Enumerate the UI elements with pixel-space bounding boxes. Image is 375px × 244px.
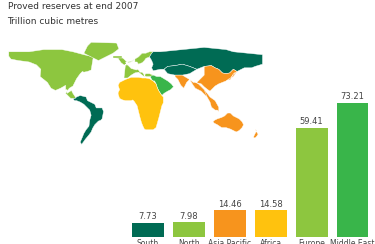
Polygon shape <box>84 42 119 61</box>
Polygon shape <box>118 77 164 130</box>
Text: 73.21: 73.21 <box>340 92 364 101</box>
Bar <box>214 210 246 237</box>
Text: 59.41: 59.41 <box>300 118 324 126</box>
Bar <box>173 222 205 237</box>
Text: 7.98: 7.98 <box>180 212 198 221</box>
Polygon shape <box>150 75 174 95</box>
Polygon shape <box>114 52 157 78</box>
Text: 7.73: 7.73 <box>139 212 158 221</box>
Polygon shape <box>73 95 104 144</box>
Text: Trillion cubic metres: Trillion cubic metres <box>8 17 99 26</box>
Text: 14.46: 14.46 <box>218 200 242 209</box>
Polygon shape <box>164 64 197 75</box>
Bar <box>337 103 369 237</box>
Polygon shape <box>135 52 153 64</box>
Polygon shape <box>113 56 122 58</box>
Polygon shape <box>175 75 219 112</box>
Polygon shape <box>213 113 243 132</box>
Text: Proved reserves at end 2007: Proved reserves at end 2007 <box>8 2 138 11</box>
Polygon shape <box>190 66 237 97</box>
Bar <box>132 223 164 237</box>
Bar <box>255 210 287 237</box>
Bar <box>296 128 328 237</box>
Polygon shape <box>254 129 258 138</box>
Polygon shape <box>150 47 262 74</box>
Polygon shape <box>9 50 93 98</box>
Text: 14.58: 14.58 <box>259 200 283 209</box>
Polygon shape <box>226 72 236 82</box>
